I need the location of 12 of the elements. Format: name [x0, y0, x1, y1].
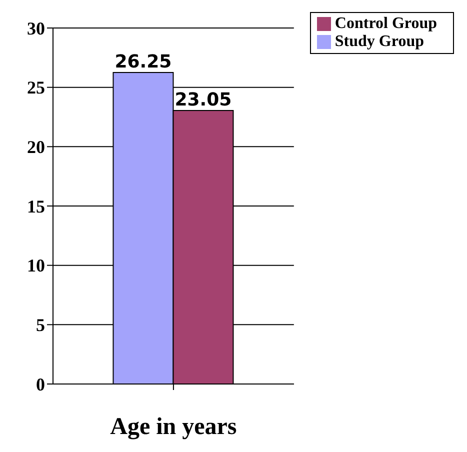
legend-label: Study Group: [334, 33, 424, 50]
y-tick-label: 15: [27, 196, 45, 216]
y-tick-label: 10: [27, 256, 45, 276]
y-tick-label: 5: [36, 315, 45, 336]
legend-label: Control Group: [334, 15, 437, 32]
data-label: 26.25: [114, 52, 172, 72]
data-label: 23.05: [174, 89, 232, 110]
x-axis-title: Age in years: [110, 414, 237, 440]
y-tick-label: 25: [27, 78, 45, 98]
y-tick-label: 20: [27, 137, 45, 158]
y-tick-label: 30: [27, 18, 45, 38]
y-tick-label: 0: [36, 374, 45, 394]
